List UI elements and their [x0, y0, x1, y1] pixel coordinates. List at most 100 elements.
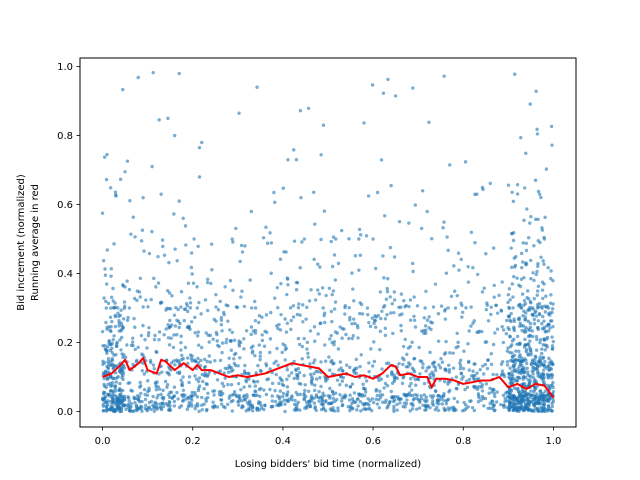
data-point: [254, 371, 258, 375]
data-point: [506, 293, 511, 297]
data-point: [151, 394, 155, 399]
data-point: [113, 364, 118, 368]
data-point: [381, 91, 386, 95]
data-point: [532, 409, 536, 413]
data-point: [318, 265, 322, 269]
data-point: [383, 214, 387, 218]
y-tick-label: 0.2: [57, 338, 73, 349]
data-point: [518, 353, 522, 357]
data-point: [371, 400, 376, 405]
data-point: [237, 395, 241, 399]
data-point: [242, 385, 246, 389]
data-point: [431, 305, 436, 309]
data-point: [258, 354, 262, 358]
y-axis-label-line-2: Running average in red: [30, 184, 41, 301]
data-point: [290, 394, 294, 398]
data-point: [536, 319, 541, 323]
data-point: [408, 377, 413, 381]
data-point: [101, 258, 106, 263]
data-point: [443, 307, 448, 312]
data-point: [389, 183, 393, 188]
data-point: [491, 387, 495, 392]
data-point: [111, 390, 116, 394]
data-point: [179, 305, 183, 309]
data-point: [523, 186, 527, 190]
data-point: [348, 315, 352, 320]
data-point: [483, 362, 488, 367]
data-point: [512, 231, 516, 235]
data-point: [232, 361, 237, 366]
data-point: [350, 336, 354, 341]
data-point: [281, 394, 285, 399]
data-point: [135, 298, 139, 302]
data-point: [128, 381, 132, 385]
data-point: [464, 406, 468, 411]
data-point: [528, 333, 532, 337]
data-point: [213, 359, 217, 363]
data-point: [220, 350, 224, 355]
data-point: [119, 321, 123, 325]
data-point: [449, 406, 454, 410]
data-point: [392, 310, 396, 315]
data-point: [316, 288, 320, 292]
data-point: [378, 290, 383, 294]
data-point: [500, 369, 505, 373]
data-point: [534, 407, 538, 411]
data-point: [296, 400, 301, 405]
data-point: [502, 403, 506, 408]
data-point: [253, 384, 258, 388]
data-point: [226, 304, 230, 308]
data-point: [540, 409, 544, 413]
data-point: [117, 318, 121, 323]
data-point: [419, 359, 424, 364]
data-point: [223, 376, 227, 380]
data-point: [186, 396, 191, 400]
data-point: [300, 357, 304, 361]
data-point: [444, 271, 449, 275]
data-point: [154, 349, 158, 354]
data-point: [106, 365, 110, 370]
data-point: [340, 327, 345, 331]
data-point: [237, 111, 241, 115]
data-point: [547, 356, 551, 361]
data-point: [548, 319, 553, 323]
data-point: [113, 371, 118, 375]
data-point: [546, 375, 550, 379]
data-point: [330, 372, 335, 376]
data-point: [368, 324, 373, 329]
data-point: [133, 347, 137, 352]
data-point: [326, 393, 330, 398]
data-point: [529, 395, 533, 400]
data-point: [401, 376, 405, 380]
data-point: [533, 217, 538, 222]
data-point: [452, 408, 457, 413]
data-point: [375, 402, 380, 406]
data-point: [112, 397, 117, 401]
data-point: [300, 344, 304, 349]
data-point: [295, 312, 300, 317]
data-point: [485, 301, 489, 305]
data-point: [436, 339, 441, 343]
data-point: [253, 353, 257, 358]
data-point: [230, 330, 235, 335]
data-point: [143, 406, 147, 411]
data-point: [219, 398, 224, 402]
data-point: [242, 395, 246, 399]
data-point: [512, 317, 516, 321]
data-point: [188, 301, 193, 305]
data-point: [535, 293, 539, 297]
data-point: [239, 295, 243, 299]
data-point: [258, 357, 262, 362]
data-point: [237, 399, 241, 403]
data-point: [314, 393, 319, 397]
data-point: [166, 116, 170, 121]
data-point: [551, 399, 556, 404]
data-point: [136, 345, 140, 350]
data-point: [312, 190, 316, 194]
data-point: [265, 330, 269, 335]
data-point: [115, 342, 119, 346]
data-point: [502, 374, 507, 379]
data-point: [116, 311, 120, 315]
data-point: [533, 178, 538, 182]
data-point: [520, 260, 525, 264]
